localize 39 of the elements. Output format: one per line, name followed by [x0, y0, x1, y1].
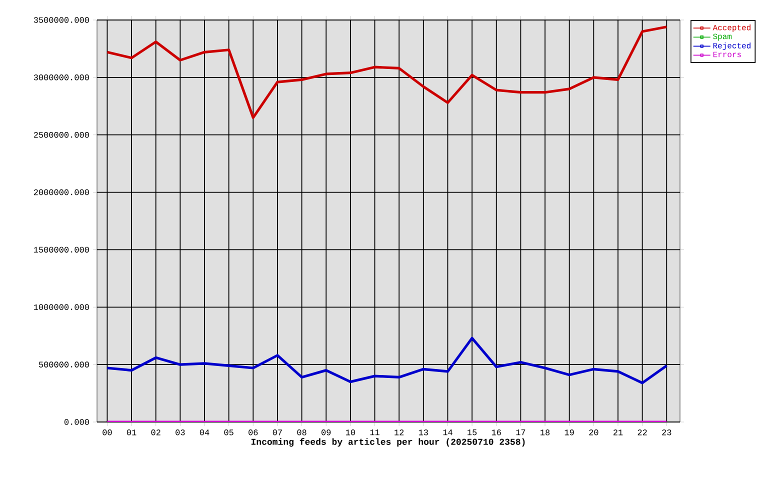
x-tick-label: 04	[200, 430, 210, 436]
x-tick-label: 08	[297, 430, 306, 436]
y-tick-label: 2000000.000	[34, 189, 89, 196]
legend-label: Spam	[713, 34, 732, 41]
y-tick-label: 3000000.000	[34, 74, 89, 80]
x-tick-label: 12	[394, 430, 404, 436]
x-tick-label: 05	[224, 430, 234, 436]
x-tick-label: 03	[176, 430, 185, 436]
y-tick-label: 1000000.000	[34, 304, 89, 310]
x-tick-label: 06	[248, 430, 258, 436]
line-series	[106, 26, 668, 119]
x-tick-label: 17	[516, 430, 526, 436]
x-tick-label: 02	[151, 430, 160, 436]
x-tick-label: 13	[418, 430, 428, 436]
x-tick-label: 07	[272, 430, 282, 436]
x-tick-label: 09	[322, 430, 331, 436]
x-tick-label: 11	[370, 430, 380, 436]
y-tick-label: 3500000.000	[34, 17, 89, 23]
x-tick-label: 20	[589, 430, 598, 436]
x-tick-label: 22	[638, 430, 647, 436]
legend-label: Rejected	[713, 42, 750, 50]
x-tick-label: 21	[613, 430, 623, 436]
line-series	[106, 336, 668, 384]
legend-label: Errors	[713, 52, 741, 58]
x-tick-label: 00	[102, 430, 112, 436]
x-tick-label: 16	[492, 430, 501, 436]
x-tick-label: 10	[346, 430, 356, 436]
x-tick-label: 15	[468, 430, 477, 436]
y-tick-label: 0.000	[64, 419, 89, 425]
x-tick-label: 01	[126, 430, 136, 436]
y-tick-label: 1500000.000	[34, 246, 89, 253]
x-tick-label: 18	[540, 430, 550, 436]
x-axis-title: Incoming feeds by articles per hour (20250710 2358)	[251, 438, 525, 447]
legend-label: Accepted	[712, 24, 750, 32]
x-tick-label: 14	[443, 430, 452, 436]
x-tick-label: 23	[662, 430, 672, 436]
y-tick-label: 2500000.000	[34, 132, 89, 138]
y-tick-label: 500000.000	[39, 362, 89, 368]
x-tick-label: 19	[564, 430, 574, 436]
